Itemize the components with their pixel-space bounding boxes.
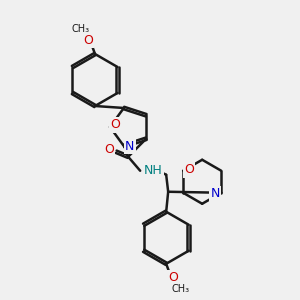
Text: CH₃: CH₃ [171, 284, 189, 294]
Text: CH₃: CH₃ [72, 24, 90, 34]
Text: O: O [104, 143, 114, 156]
Text: N: N [211, 187, 220, 200]
Text: O: O [184, 163, 194, 176]
Text: O: O [83, 34, 93, 46]
Text: N: N [125, 140, 134, 152]
Text: NH: NH [144, 164, 163, 177]
Text: O: O [110, 118, 120, 131]
Text: O: O [168, 271, 178, 284]
